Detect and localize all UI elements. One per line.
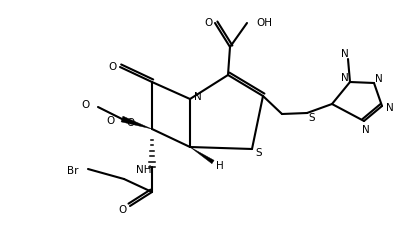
Text: O: O — [81, 99, 90, 110]
Text: N: N — [194, 92, 202, 101]
Text: N: N — [374, 74, 382, 84]
Text: N: N — [361, 124, 369, 134]
Text: N: N — [340, 73, 348, 83]
Text: S: S — [255, 147, 262, 157]
Text: Br: Br — [67, 165, 79, 175]
Text: O: O — [109, 62, 117, 72]
Text: O: O — [107, 115, 115, 126]
Text: N: N — [340, 49, 348, 59]
Text: H: H — [216, 160, 223, 170]
Text: OH: OH — [255, 18, 271, 28]
Text: O: O — [119, 204, 127, 214]
Polygon shape — [190, 147, 214, 164]
Polygon shape — [121, 117, 152, 129]
Text: O: O — [126, 117, 134, 127]
Text: N: N — [385, 103, 393, 112]
Text: S: S — [308, 112, 315, 122]
Text: O: O — [204, 18, 213, 28]
Text: NH: NH — [136, 164, 152, 174]
